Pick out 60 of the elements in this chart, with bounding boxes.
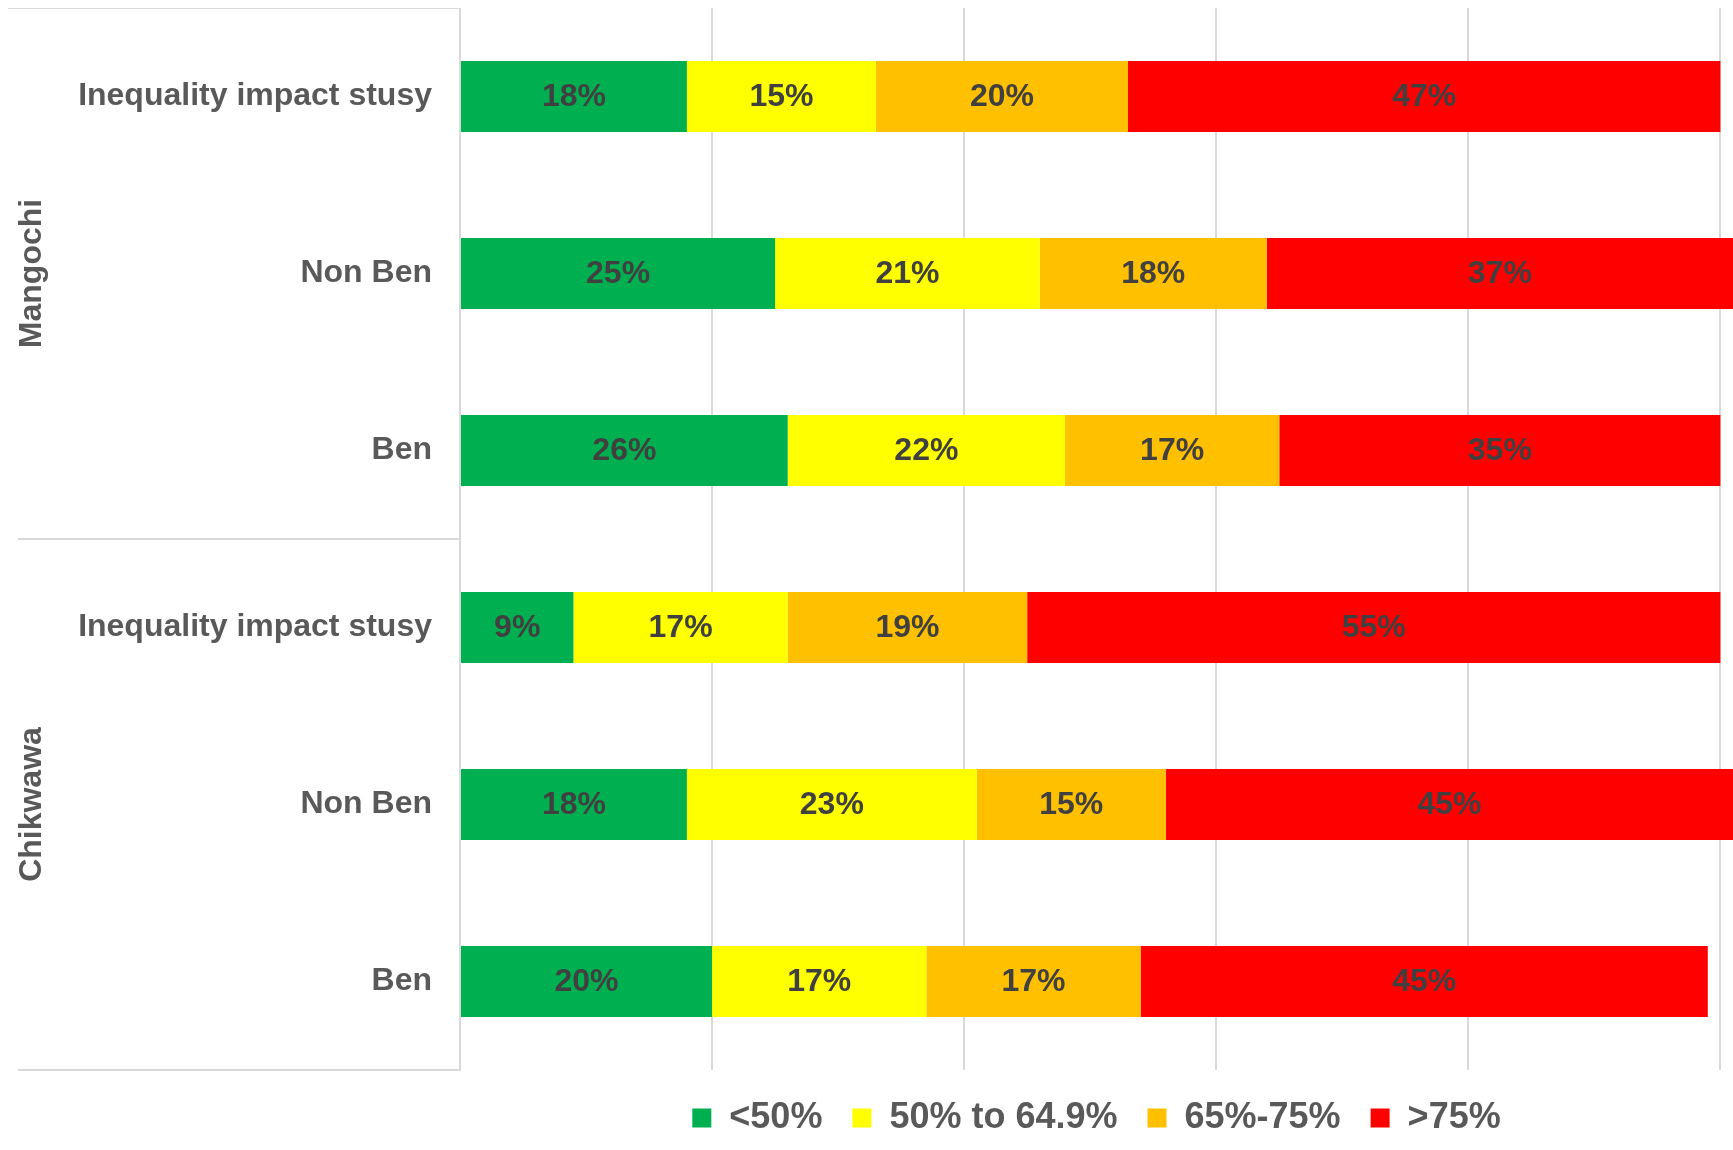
data-label: 17%: [648, 608, 713, 645]
data-label: 37%: [1467, 254, 1532, 291]
bar: [461, 769, 687, 840]
data-label: 21%: [875, 254, 940, 291]
data-label: 45%: [1417, 785, 1482, 822]
bar: [976, 769, 1166, 840]
legend-label: <50%: [729, 1094, 823, 1136]
data-label: 23%: [799, 785, 864, 822]
bar: [787, 415, 1065, 486]
y-tick-label: Inequality impact stusy: [78, 607, 433, 644]
bar: [1039, 238, 1267, 309]
y-tick-label: Non Ben: [300, 784, 432, 821]
bar: [1165, 769, 1733, 840]
data-label: 15%: [1039, 785, 1104, 822]
legend-label: 65%-75%: [1184, 1094, 1341, 1136]
bar: [775, 238, 1040, 309]
legend-label: >75%: [1407, 1094, 1501, 1136]
data-label: 55%: [1341, 608, 1406, 645]
data-label: 45%: [1392, 962, 1457, 999]
data-label: 17%: [1140, 431, 1205, 468]
bar: [926, 946, 1141, 1017]
data-label: 17%: [1001, 962, 1066, 999]
y-tick-label: Non Ben: [300, 253, 432, 290]
data-label: 20%: [969, 77, 1034, 114]
data-label: 25%: [586, 254, 651, 291]
y-tick-label: Ben: [371, 961, 432, 998]
legend-label: 50% to 64.9%: [889, 1094, 1118, 1136]
bar: [461, 61, 687, 132]
bar: [461, 415, 788, 486]
bar: [573, 592, 788, 663]
bar: [1128, 61, 1721, 132]
y-tick-label: Ben: [371, 430, 432, 467]
data-label: 35%: [1467, 431, 1532, 468]
data-label: 18%: [541, 785, 606, 822]
data-label: 15%: [749, 77, 814, 114]
bar: [712, 946, 927, 1017]
bar: [787, 592, 1028, 663]
data-label: 19%: [875, 608, 940, 645]
bar: [1064, 415, 1280, 486]
bar: [686, 61, 876, 132]
bar: [1140, 946, 1708, 1017]
data-label: 18%: [541, 77, 606, 114]
data-label: 9%: [494, 608, 541, 645]
data-label: 18%: [1121, 254, 1186, 291]
bar: [461, 946, 713, 1017]
y-tick-label: Inequality impact stusy: [78, 76, 433, 113]
data-label: 17%: [787, 962, 852, 999]
bar: [461, 238, 776, 309]
data-label: 47%: [1392, 77, 1457, 114]
bar: [1027, 592, 1721, 663]
text: Chikwawa: [11, 726, 48, 882]
data-label: 22%: [894, 431, 959, 468]
bar: [1279, 415, 1721, 486]
text: Mangochi: [11, 198, 48, 349]
bar: [875, 61, 1129, 132]
bar: [1266, 238, 1733, 309]
data-label: 20%: [554, 962, 619, 999]
data-label: 26%: [592, 431, 657, 468]
bar: [686, 769, 977, 840]
bar: [461, 592, 574, 663]
